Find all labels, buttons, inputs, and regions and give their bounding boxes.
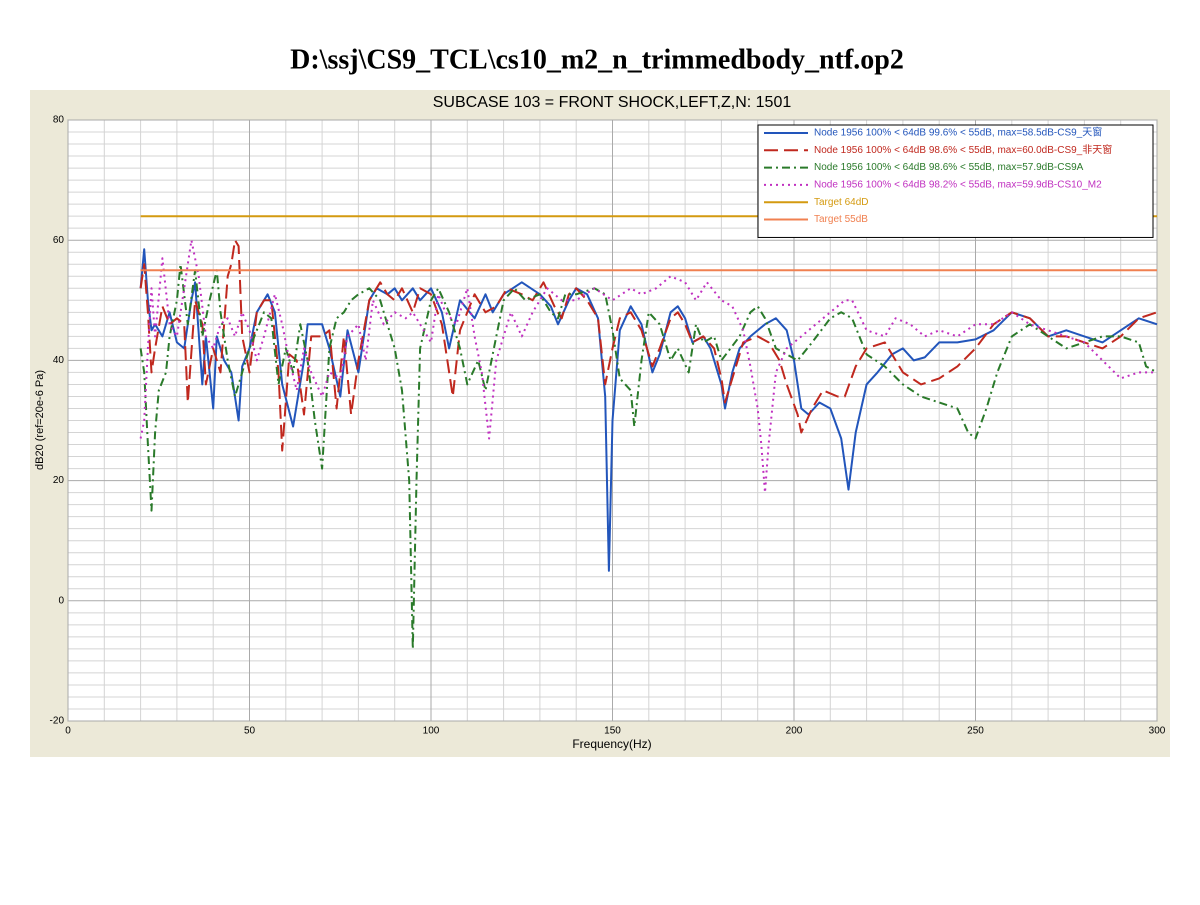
y-tick-label: 80 [53, 115, 65, 126]
x-axis-label: Frequency(Hz) [572, 737, 651, 751]
series-line [139, 239, 1158, 452]
legend-label: Node 1956 100% < 64dB 98.6% < 55dB, max=… [814, 162, 1084, 173]
y-tick-label: -20 [50, 716, 65, 727]
series-line [139, 263, 1158, 650]
legend-label: Target 55dB [814, 214, 868, 225]
y-tick-label: 20 [53, 475, 65, 486]
x-tick-label: 100 [423, 726, 440, 737]
series-line [139, 248, 1158, 572]
legend-box [757, 124, 1154, 238]
y-axis-label: dB20 (ref=20e-6 Pa) [34, 370, 46, 470]
y-tick-label: 0 [58, 595, 64, 606]
y-tick-label: 40 [53, 355, 65, 366]
legend-label: Node 1956 100% < 64dB 99.6% < 55dB, max=… [814, 126, 1102, 139]
x-tick-label: 200 [786, 726, 803, 737]
series-line [139, 239, 1157, 494]
y-tick-label: 60 [53, 235, 65, 246]
x-tick-label: 300 [1149, 726, 1166, 737]
x-tick-label: 250 [967, 726, 984, 737]
chart-title: D:\ssj\CS9_TCL\cs10_m2_n_trimmedbody_ntf… [290, 44, 904, 75]
x-tick-label: 50 [244, 726, 256, 737]
legend-label: Node 1956 100% < 64dB 98.6% < 55dB, max=… [814, 143, 1112, 156]
legend-label: Node 1956 100% < 64dB 98.2% < 55dB, max=… [814, 180, 1102, 191]
subtitle: SUBCASE 103 = FRONT SHOCK,LEFT,Z,N: 1501 [433, 94, 792, 111]
x-tick-label: 0 [65, 726, 71, 737]
legend-label: Target 64dD [814, 197, 868, 208]
x-tick-label: 150 [604, 726, 621, 737]
